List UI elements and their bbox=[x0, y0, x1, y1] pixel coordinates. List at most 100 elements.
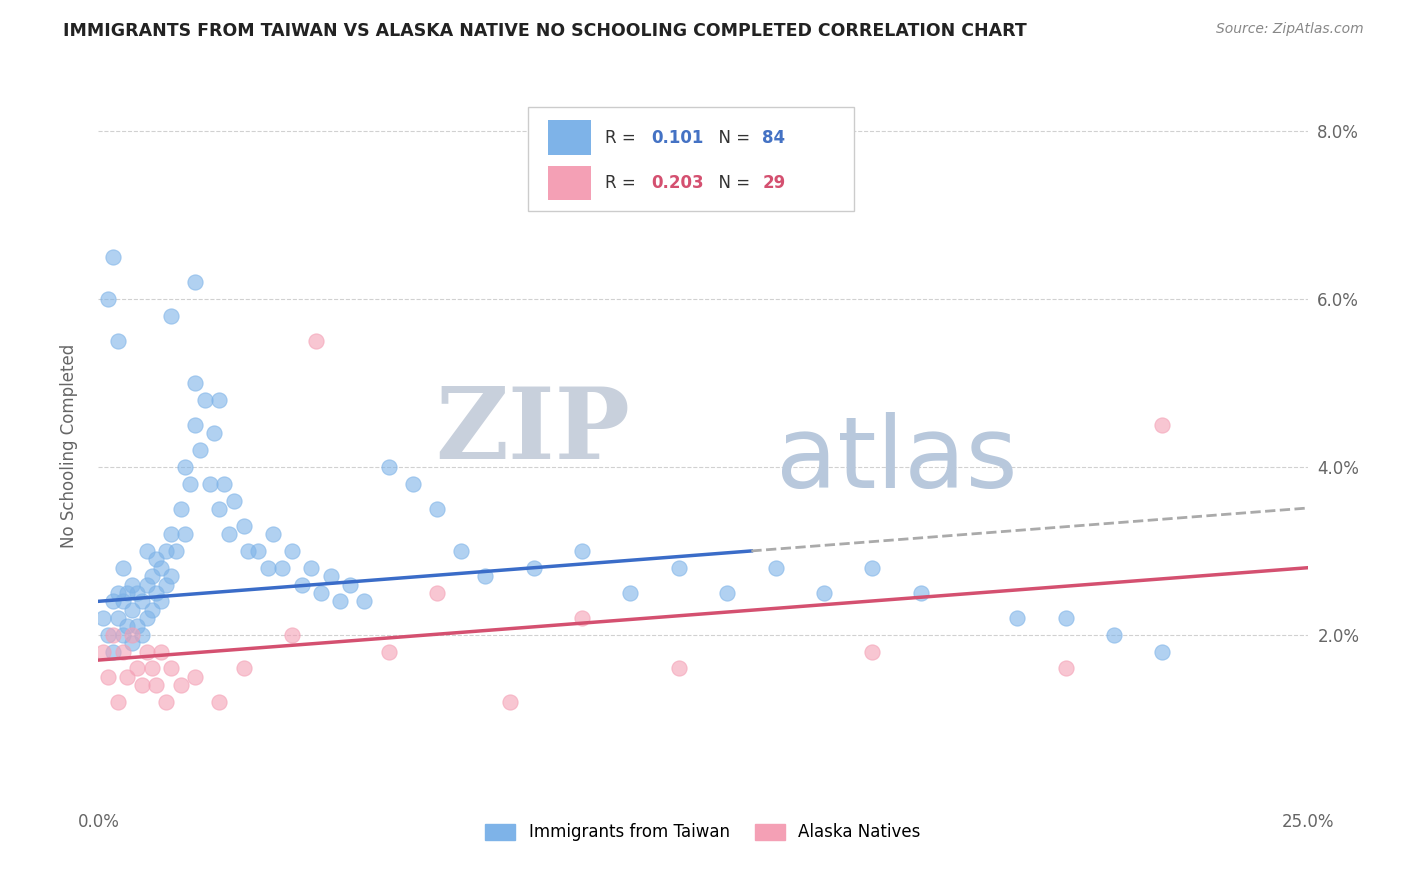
Point bbox=[377, 460, 399, 475]
Point bbox=[160, 309, 183, 323]
Point bbox=[179, 476, 201, 491]
Point bbox=[498, 695, 520, 709]
Point bbox=[238, 544, 260, 558]
Point bbox=[150, 645, 173, 659]
Point bbox=[117, 586, 139, 600]
Text: IMMIGRANTS FROM TAIWAN VS ALASKA NATIVE NO SCHOOLING COMPLETED CORRELATION CHART: IMMIGRANTS FROM TAIWAN VS ALASKA NATIVE … bbox=[63, 22, 1026, 40]
Point bbox=[160, 661, 183, 675]
Point bbox=[1007, 611, 1029, 625]
Point bbox=[155, 695, 177, 709]
Point bbox=[1152, 645, 1174, 659]
Text: atlas: atlas bbox=[776, 412, 1017, 508]
Point bbox=[281, 628, 304, 642]
Bar bbox=[548, 166, 591, 200]
Text: Source: ZipAtlas.com: Source: ZipAtlas.com bbox=[1216, 22, 1364, 37]
Point bbox=[194, 392, 217, 407]
Bar bbox=[548, 120, 591, 154]
Point bbox=[121, 603, 143, 617]
Point bbox=[353, 594, 375, 608]
Point bbox=[155, 577, 177, 591]
Point bbox=[141, 603, 163, 617]
Point bbox=[256, 560, 278, 574]
Point bbox=[97, 628, 120, 642]
Point bbox=[571, 544, 593, 558]
Point bbox=[155, 544, 177, 558]
Point bbox=[184, 376, 207, 390]
Point bbox=[141, 661, 163, 675]
Point bbox=[121, 628, 143, 642]
Y-axis label: No Schooling Completed: No Schooling Completed bbox=[59, 344, 77, 548]
Point bbox=[212, 476, 235, 491]
Point bbox=[813, 586, 835, 600]
Point bbox=[290, 577, 312, 591]
Text: R =: R = bbox=[605, 174, 641, 192]
Point bbox=[121, 636, 143, 650]
Point bbox=[111, 560, 134, 574]
Point bbox=[184, 417, 207, 432]
FancyBboxPatch shape bbox=[527, 107, 855, 211]
Point bbox=[271, 560, 294, 574]
Text: N =: N = bbox=[707, 174, 755, 192]
Point bbox=[107, 695, 129, 709]
Point bbox=[150, 560, 173, 574]
Point bbox=[668, 661, 690, 675]
Point bbox=[619, 586, 641, 600]
Point bbox=[860, 560, 883, 574]
Point bbox=[305, 334, 328, 348]
Point bbox=[188, 443, 211, 458]
Text: 84: 84 bbox=[762, 128, 786, 146]
Point bbox=[716, 586, 738, 600]
Point bbox=[339, 577, 361, 591]
Point bbox=[117, 670, 139, 684]
Point bbox=[107, 611, 129, 625]
Point bbox=[1102, 628, 1125, 642]
Point bbox=[474, 569, 496, 583]
Point bbox=[319, 569, 342, 583]
Point bbox=[450, 544, 472, 558]
Point bbox=[160, 527, 183, 541]
Point bbox=[1054, 611, 1077, 625]
Point bbox=[208, 392, 231, 407]
Point bbox=[1152, 417, 1174, 432]
Point bbox=[204, 426, 226, 441]
Point bbox=[910, 586, 932, 600]
Point bbox=[281, 544, 304, 558]
Point bbox=[145, 678, 167, 692]
Point bbox=[232, 518, 254, 533]
Point bbox=[135, 577, 157, 591]
Point bbox=[184, 275, 207, 289]
Point bbox=[131, 678, 153, 692]
Point bbox=[150, 594, 173, 608]
Point bbox=[127, 661, 149, 675]
Point bbox=[208, 502, 231, 516]
Point bbox=[135, 645, 157, 659]
Point bbox=[111, 645, 134, 659]
Point bbox=[668, 560, 690, 574]
Point bbox=[169, 502, 191, 516]
Point bbox=[91, 611, 114, 625]
Point bbox=[426, 502, 449, 516]
Point bbox=[145, 552, 167, 566]
Point bbox=[765, 560, 787, 574]
Point bbox=[127, 619, 149, 633]
Point bbox=[184, 670, 207, 684]
Point bbox=[198, 476, 221, 491]
Point bbox=[160, 569, 183, 583]
Text: 0.203: 0.203 bbox=[651, 174, 703, 192]
Point bbox=[111, 628, 134, 642]
Point bbox=[107, 334, 129, 348]
Point bbox=[127, 586, 149, 600]
Point bbox=[131, 628, 153, 642]
Point bbox=[141, 569, 163, 583]
Point bbox=[232, 661, 254, 675]
Point bbox=[222, 493, 245, 508]
Point bbox=[111, 594, 134, 608]
Point bbox=[165, 544, 187, 558]
Text: ZIP: ZIP bbox=[436, 384, 630, 480]
Point bbox=[426, 586, 449, 600]
Point bbox=[101, 594, 124, 608]
Point bbox=[145, 586, 167, 600]
Point bbox=[174, 460, 197, 475]
Point bbox=[169, 678, 191, 692]
Point bbox=[402, 476, 425, 491]
